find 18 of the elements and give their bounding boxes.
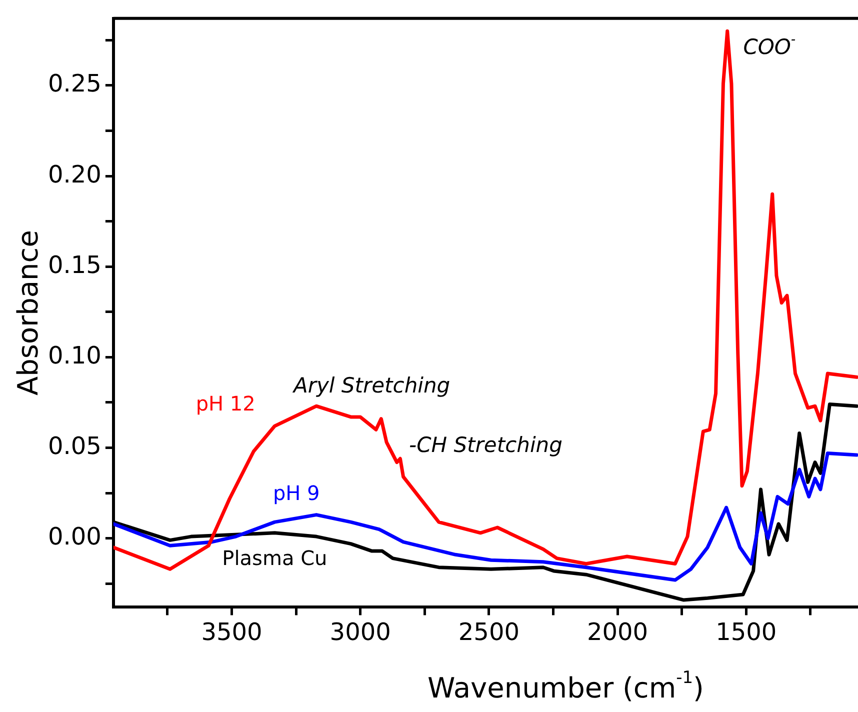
series-label: pH 9 (272, 481, 320, 506)
series-label: Plasma Cu (222, 546, 328, 570)
y-axis-title: Absorbance (11, 230, 44, 396)
y-tick-label: 0.25 (48, 70, 102, 98)
y-tick-label: 0.00 (48, 522, 102, 551)
y-tick-label: 0.10 (48, 341, 102, 370)
x-tick-label: 3000 (330, 618, 391, 646)
y-tick-label: 0.15 (48, 250, 102, 279)
y-tick-label: 0.20 (48, 160, 102, 188)
annotation: -CH Stretching (409, 432, 562, 457)
x-tick-label: 3500 (201, 618, 262, 646)
annotation: Aryl Stretching (291, 373, 450, 398)
y-tick-label: 0.05 (48, 432, 102, 460)
series-label: pH 12 (196, 392, 256, 416)
annotation: COO- (743, 32, 796, 59)
x-tick-label: 1500 (716, 618, 777, 646)
x-tick-label: 2000 (586, 618, 648, 646)
x-tick-label: 2500 (458, 618, 520, 646)
